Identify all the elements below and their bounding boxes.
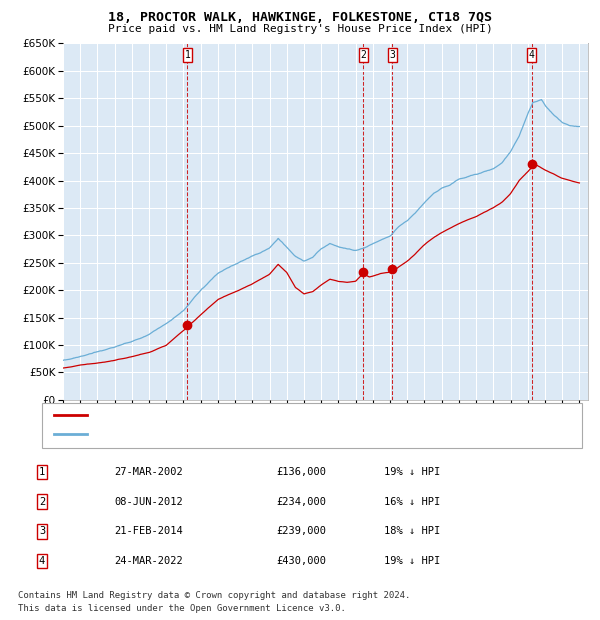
Text: 4: 4	[529, 50, 535, 60]
Text: 3: 3	[389, 50, 395, 60]
Text: 18% ↓ HPI: 18% ↓ HPI	[384, 526, 440, 536]
Text: 18, PROCTOR WALK, HAWKINGE, FOLKESTONE, CT18 7QS (detached house): 18, PROCTOR WALK, HAWKINGE, FOLKESTONE, …	[93, 410, 475, 420]
Text: 3: 3	[39, 526, 45, 536]
Text: Price paid vs. HM Land Registry's House Price Index (HPI): Price paid vs. HM Land Registry's House …	[107, 24, 493, 33]
Text: 2: 2	[39, 497, 45, 507]
Text: £234,000: £234,000	[276, 497, 326, 507]
Text: 1: 1	[39, 467, 45, 477]
Text: 4: 4	[39, 556, 45, 566]
Text: 19% ↓ HPI: 19% ↓ HPI	[384, 467, 440, 477]
Text: 08-JUN-2012: 08-JUN-2012	[114, 497, 183, 507]
Text: Contains HM Land Registry data © Crown copyright and database right 2024.: Contains HM Land Registry data © Crown c…	[18, 591, 410, 600]
Text: 1: 1	[185, 50, 190, 60]
Text: This data is licensed under the Open Government Licence v3.0.: This data is licensed under the Open Gov…	[18, 603, 346, 613]
Text: 18, PROCTOR WALK, HAWKINGE, FOLKESTONE, CT18 7QS: 18, PROCTOR WALK, HAWKINGE, FOLKESTONE, …	[108, 11, 492, 24]
Text: HPI: Average price, detached house, Folkestone and Hythe: HPI: Average price, detached house, Folk…	[93, 429, 422, 439]
Text: 19% ↓ HPI: 19% ↓ HPI	[384, 556, 440, 566]
Text: 21-FEB-2014: 21-FEB-2014	[114, 526, 183, 536]
Text: 2: 2	[360, 50, 366, 60]
Text: £239,000: £239,000	[276, 526, 326, 536]
Text: £136,000: £136,000	[276, 467, 326, 477]
Text: 16% ↓ HPI: 16% ↓ HPI	[384, 497, 440, 507]
Text: 27-MAR-2002: 27-MAR-2002	[114, 467, 183, 477]
Text: 24-MAR-2022: 24-MAR-2022	[114, 556, 183, 566]
Text: £430,000: £430,000	[276, 556, 326, 566]
